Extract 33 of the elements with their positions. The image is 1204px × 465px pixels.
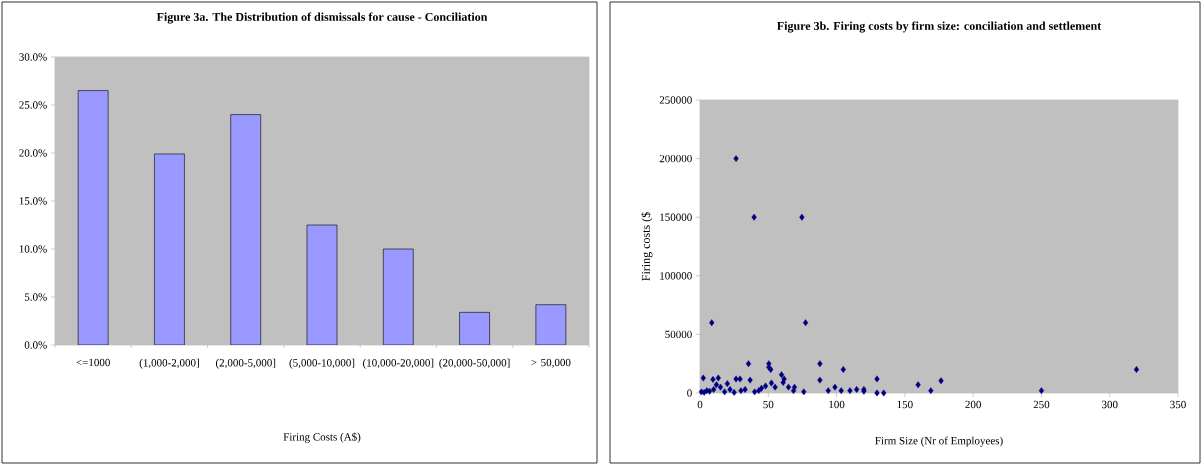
- y-tick-label: 25.0%: [19, 101, 47, 109]
- y-axis-title: Firing costs ($: [641, 212, 653, 281]
- x-tick-label: 100: [829, 400, 845, 409]
- y-tick-label: 150000: [660, 213, 692, 221]
- x-tick-label: 50: [763, 400, 774, 409]
- x-tick-label: 350: [1170, 400, 1186, 409]
- y-tick-label: 5.0%: [24, 293, 47, 301]
- y-tick-label: 20.0%: [19, 149, 47, 157]
- y-tick-label: 15.0%: [19, 197, 47, 205]
- x-tick-label: <=1000: [76, 358, 110, 367]
- x-axis-title: Firm Size (Nr of Employees): [875, 436, 1003, 447]
- x-tick-label: > 50,000: [531, 358, 571, 368]
- y-tick-label: 100000: [660, 272, 692, 280]
- x-tick-label: (1,000-2,000]: [139, 358, 199, 369]
- chart-title: Figure 3b. Firing costs by firm size: conciliation and settlement: [777, 21, 1102, 33]
- y-tick-label: 0: [687, 389, 692, 397]
- y-tick-label: 0.0%: [24, 341, 47, 349]
- x-tick-label: (20,000-50,000]: [439, 358, 510, 369]
- y-tick-label: 250000: [659, 96, 692, 104]
- x-tick-label: 150: [897, 400, 913, 409]
- y-tick-label: 200000: [659, 154, 692, 163]
- x-tick-label: (5,000-10,000]: [289, 358, 355, 369]
- y-tick-label: 50000: [665, 330, 692, 339]
- y-tick-label: 30.0%: [19, 53, 47, 61]
- x-tick-label: 300: [1102, 400, 1118, 409]
- y-tick-label: 10.0%: [19, 245, 47, 253]
- x-tick-label: (10,000-20,000]: [363, 358, 434, 369]
- x-tick-label: (2,000-5,000]: [215, 358, 276, 369]
- x-tick-label: 0: [697, 400, 703, 409]
- chart-title: Figure 3a. The Distribution of dismissals for cause - Conciliation: [156, 12, 488, 24]
- x-tick-label: 200: [965, 400, 981, 409]
- x-axis-title: Firing Costs (A$): [283, 432, 361, 443]
- x-tick-label: 250: [1033, 400, 1050, 409]
